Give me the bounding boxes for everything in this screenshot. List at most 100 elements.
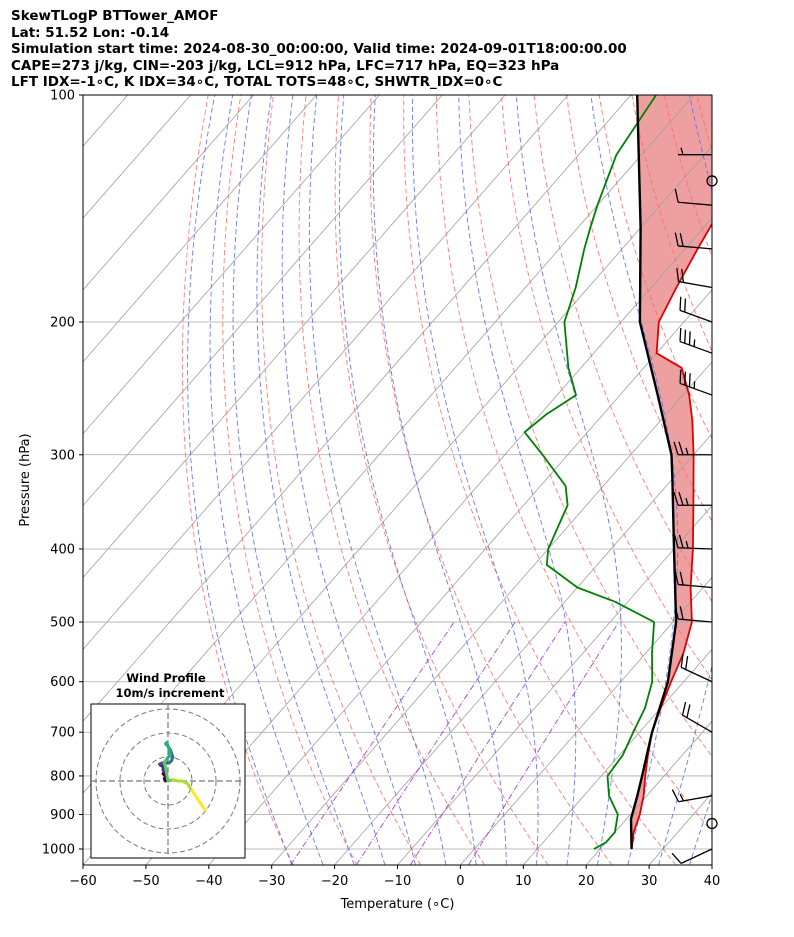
isotherm bbox=[208, 289, 712, 865]
dry-adiabat bbox=[468, 95, 712, 758]
moist-adiabat bbox=[281, 95, 416, 865]
wind-barb-flag bbox=[684, 329, 687, 344]
wind-barb-staff bbox=[678, 795, 713, 803]
isotherm bbox=[334, 433, 712, 865]
hodograph-subtitle: 10m/s increment bbox=[116, 686, 225, 700]
wind-barb-staff bbox=[680, 848, 713, 864]
wind-barb-staff bbox=[678, 583, 713, 589]
wind-barb-staff bbox=[679, 340, 713, 354]
wind-barb-flag bbox=[671, 789, 680, 803]
y-tick-label: 900 bbox=[50, 808, 75, 823]
x-tick-label: −60 bbox=[69, 874, 96, 889]
wind-barb-flag bbox=[684, 298, 687, 313]
wind-barb-flag bbox=[679, 327, 682, 342]
mixing-ratio-line bbox=[290, 621, 455, 865]
wind-barb-flag bbox=[680, 653, 684, 668]
wind-barb-half-flag bbox=[685, 540, 689, 549]
moist-adiabat bbox=[308, 95, 447, 865]
dry-adiabat bbox=[762, 95, 794, 865]
dry-adiabat bbox=[369, 95, 613, 865]
wind-barb-flag bbox=[688, 331, 691, 346]
adiabat-lines bbox=[181, 95, 794, 865]
chart-title-line-5: LFT IDX=-1∘C, K IDX=34∘C, TOTAL TOTS=48∘… bbox=[11, 74, 503, 90]
isotherm bbox=[83, 95, 317, 363]
moist-adiabat bbox=[720, 95, 794, 865]
wind-barb-flag bbox=[679, 606, 684, 620]
x-tick-label: −40 bbox=[195, 874, 222, 889]
x-tick-label: 30 bbox=[641, 874, 658, 889]
hodograph-segment bbox=[200, 803, 207, 812]
wind-barb-flag bbox=[678, 492, 684, 506]
y-tick-label: 700 bbox=[50, 726, 75, 741]
dry-adiabat bbox=[435, 95, 712, 833]
isotherm bbox=[271, 361, 712, 865]
isotherm bbox=[711, 864, 712, 865]
isotherm bbox=[145, 217, 712, 865]
x-tick-label: 0 bbox=[456, 874, 464, 889]
moist-adiabat bbox=[372, 95, 507, 865]
wind-barb-staff bbox=[677, 547, 713, 550]
wind-barb-half-flag bbox=[693, 381, 696, 389]
cin-area bbox=[637, 95, 712, 733]
isotherm bbox=[83, 95, 569, 650]
mixing-ratio-line bbox=[468, 621, 620, 865]
profile-lines bbox=[523, 95, 712, 850]
dry-adiabat bbox=[334, 95, 549, 865]
wind-barb-half-flag bbox=[685, 498, 689, 506]
wind-barb-staff bbox=[680, 666, 713, 683]
wind-barb-flag bbox=[681, 268, 685, 283]
mixing-ratio-line bbox=[409, 621, 566, 865]
x-tick-label: −10 bbox=[384, 874, 411, 889]
x-tick-label: −30 bbox=[258, 874, 285, 889]
moist-adiabat bbox=[338, 95, 477, 865]
wind-barb-flag bbox=[674, 188, 679, 203]
wind-barbs bbox=[671, 147, 718, 864]
wind-barb-flag bbox=[679, 296, 682, 311]
wind-barb-flag bbox=[673, 534, 679, 548]
x-tick-label: 40 bbox=[704, 874, 721, 889]
x-tick-label: −20 bbox=[321, 874, 348, 889]
y-tick-label: 300 bbox=[50, 448, 75, 463]
dry-adiabat bbox=[403, 95, 677, 865]
temperature-line bbox=[630, 222, 712, 850]
wind-barb-flag bbox=[678, 441, 684, 455]
moist-adiabat bbox=[209, 95, 324, 865]
wind-barb-flag bbox=[673, 492, 679, 506]
moist-adiabat bbox=[458, 95, 577, 865]
isotherm bbox=[83, 95, 443, 507]
moist-adiabat bbox=[688, 793, 712, 865]
wind-barb-flag bbox=[679, 571, 684, 586]
hodograph-inset: Wind Profile 10m/s increment bbox=[90, 671, 246, 859]
hodograph-title: Wind Profile bbox=[126, 671, 206, 685]
wind-barb-flag bbox=[686, 704, 691, 718]
dewpoint-line bbox=[523, 95, 657, 850]
isotherm bbox=[83, 95, 254, 291]
wind-barb-flag bbox=[673, 441, 679, 455]
wind-barb-staff bbox=[678, 280, 713, 289]
y-tick-label: 600 bbox=[50, 675, 75, 690]
dry-adiabat bbox=[500, 95, 712, 681]
calm-wind-circle bbox=[706, 175, 718, 187]
y-tick-label: 100 bbox=[50, 89, 75, 104]
y-axis-label: Pressure (hPa) bbox=[18, 433, 33, 526]
wind-barb-staff bbox=[679, 309, 713, 323]
axis-ticks: −60 −50 −40 −30 −20 −10 0 10 20 30 40 100 200 300 400 5… bbox=[42, 89, 720, 890]
y-tick-label: 200 bbox=[50, 315, 75, 330]
isotherm bbox=[585, 720, 712, 865]
y-tick-label: 500 bbox=[50, 616, 75, 631]
wind-barb-flag bbox=[671, 852, 682, 864]
wind-barb-flag bbox=[679, 232, 684, 247]
hodograph-segment bbox=[162, 760, 170, 783]
isotherm bbox=[522, 648, 712, 865]
wind-barb-flag bbox=[685, 655, 689, 670]
wind-barb-staff bbox=[679, 382, 713, 396]
x-tick-label: 20 bbox=[578, 874, 595, 889]
y-tick-label: 800 bbox=[50, 769, 75, 784]
wind-barb-flag bbox=[678, 534, 684, 549]
wind-barb-flag bbox=[681, 701, 687, 716]
x-axis-label: Temperature (∘C) bbox=[340, 897, 455, 912]
wind-barb-flag bbox=[684, 371, 687, 386]
wind-barb-flag bbox=[688, 373, 691, 387]
moist-adiabat bbox=[232, 95, 355, 865]
